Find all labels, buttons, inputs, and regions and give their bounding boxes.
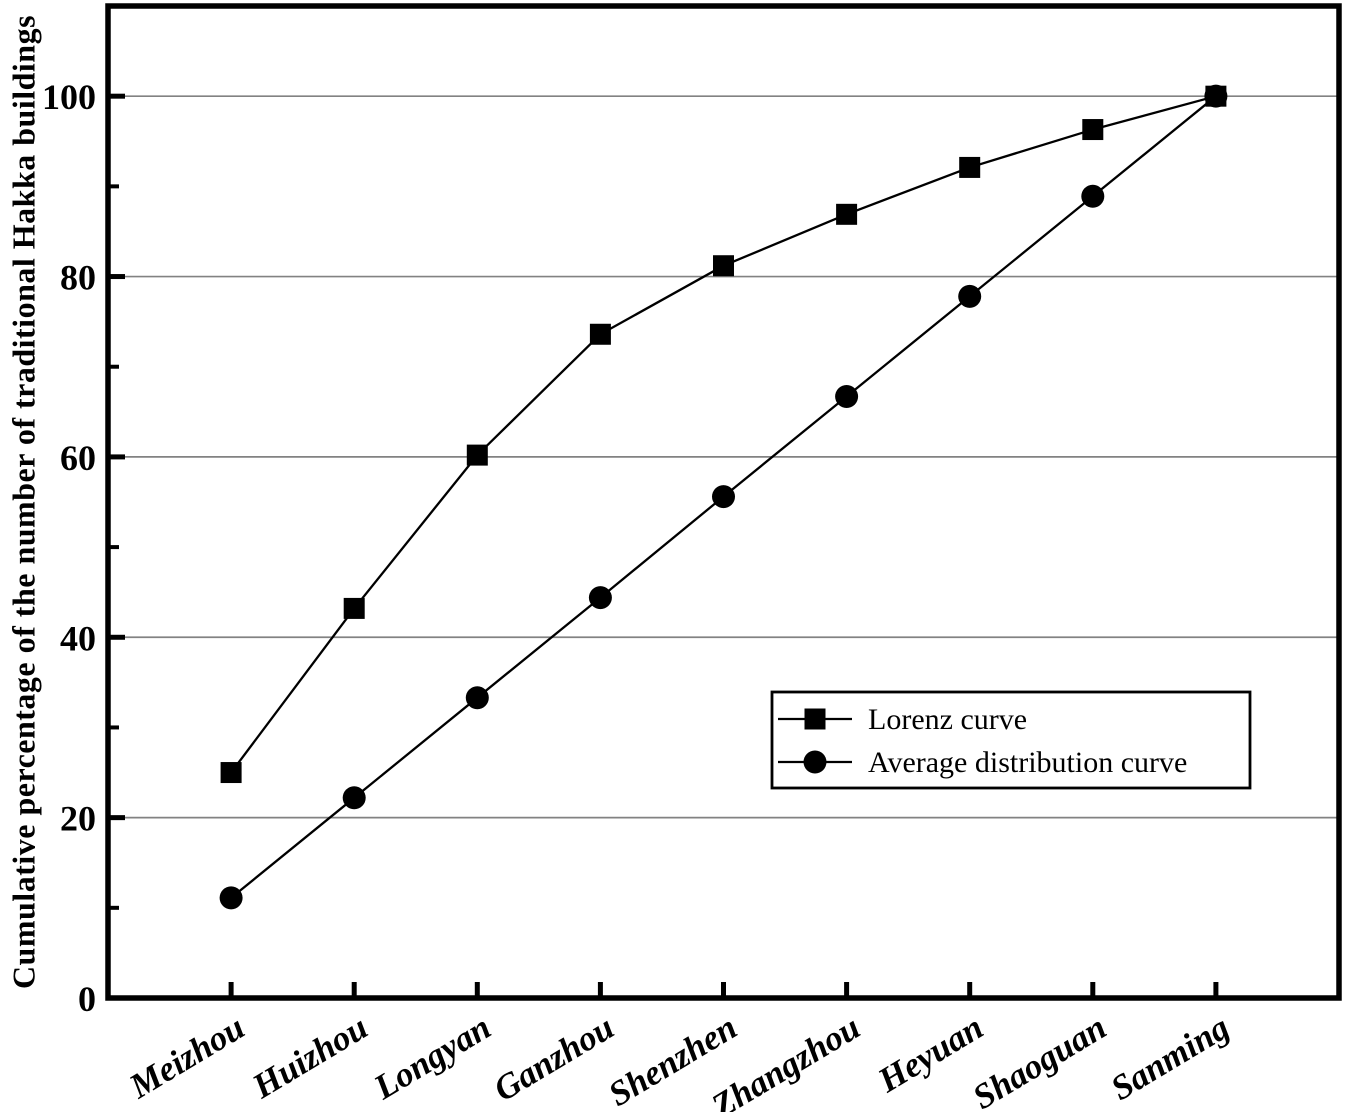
square-marker xyxy=(220,762,242,784)
x-tick-label-meizhou: Meizhou xyxy=(122,1007,251,1106)
series-line-0 xyxy=(230,95,1217,774)
circle-marker xyxy=(1081,184,1105,208)
circle-marker xyxy=(465,686,489,710)
x-tick-label-sanming: Sanming xyxy=(1104,1007,1236,1108)
circle-marker xyxy=(835,384,859,408)
plot-frame xyxy=(105,3,1342,1001)
square-marker xyxy=(836,203,858,225)
circle-marker xyxy=(342,786,366,810)
circle-marker xyxy=(1204,84,1228,108)
y-tick-label: 0 xyxy=(78,979,96,1019)
circle-marker xyxy=(588,586,612,610)
y-tick-label: 40 xyxy=(60,618,96,658)
circle-marker xyxy=(219,886,243,910)
square-marker xyxy=(1082,119,1104,141)
y-tick-label: 60 xyxy=(60,438,96,478)
legend-box xyxy=(770,690,1252,790)
square-marker xyxy=(713,255,734,277)
y-tick-label: 80 xyxy=(60,258,96,298)
x-tick-label-longyan: Longyan xyxy=(366,1007,497,1107)
x-tick-label-ganzhou: Ganzhou xyxy=(487,1007,620,1109)
legend-square-marker xyxy=(804,708,826,730)
circle-marker xyxy=(712,485,735,509)
square-marker xyxy=(959,156,981,178)
x-tick-label-huizhou: Huizhou xyxy=(245,1007,374,1106)
y-tick-label: 100 xyxy=(42,77,96,117)
x-tick-label-shaoguan: Shaoguan xyxy=(966,1007,1113,1112)
legend-label-1: Average distribution curve xyxy=(868,746,1187,779)
legend-label-0: Lorenz curve xyxy=(868,703,1027,736)
circle-marker xyxy=(958,284,982,308)
legend-circle-marker xyxy=(803,750,827,774)
square-marker xyxy=(589,323,611,345)
y-tick-label: 20 xyxy=(60,799,96,839)
square-marker xyxy=(466,444,488,466)
y-axis-title: Cumulative percentage of the number of t… xyxy=(5,14,42,990)
square-marker xyxy=(343,597,365,619)
